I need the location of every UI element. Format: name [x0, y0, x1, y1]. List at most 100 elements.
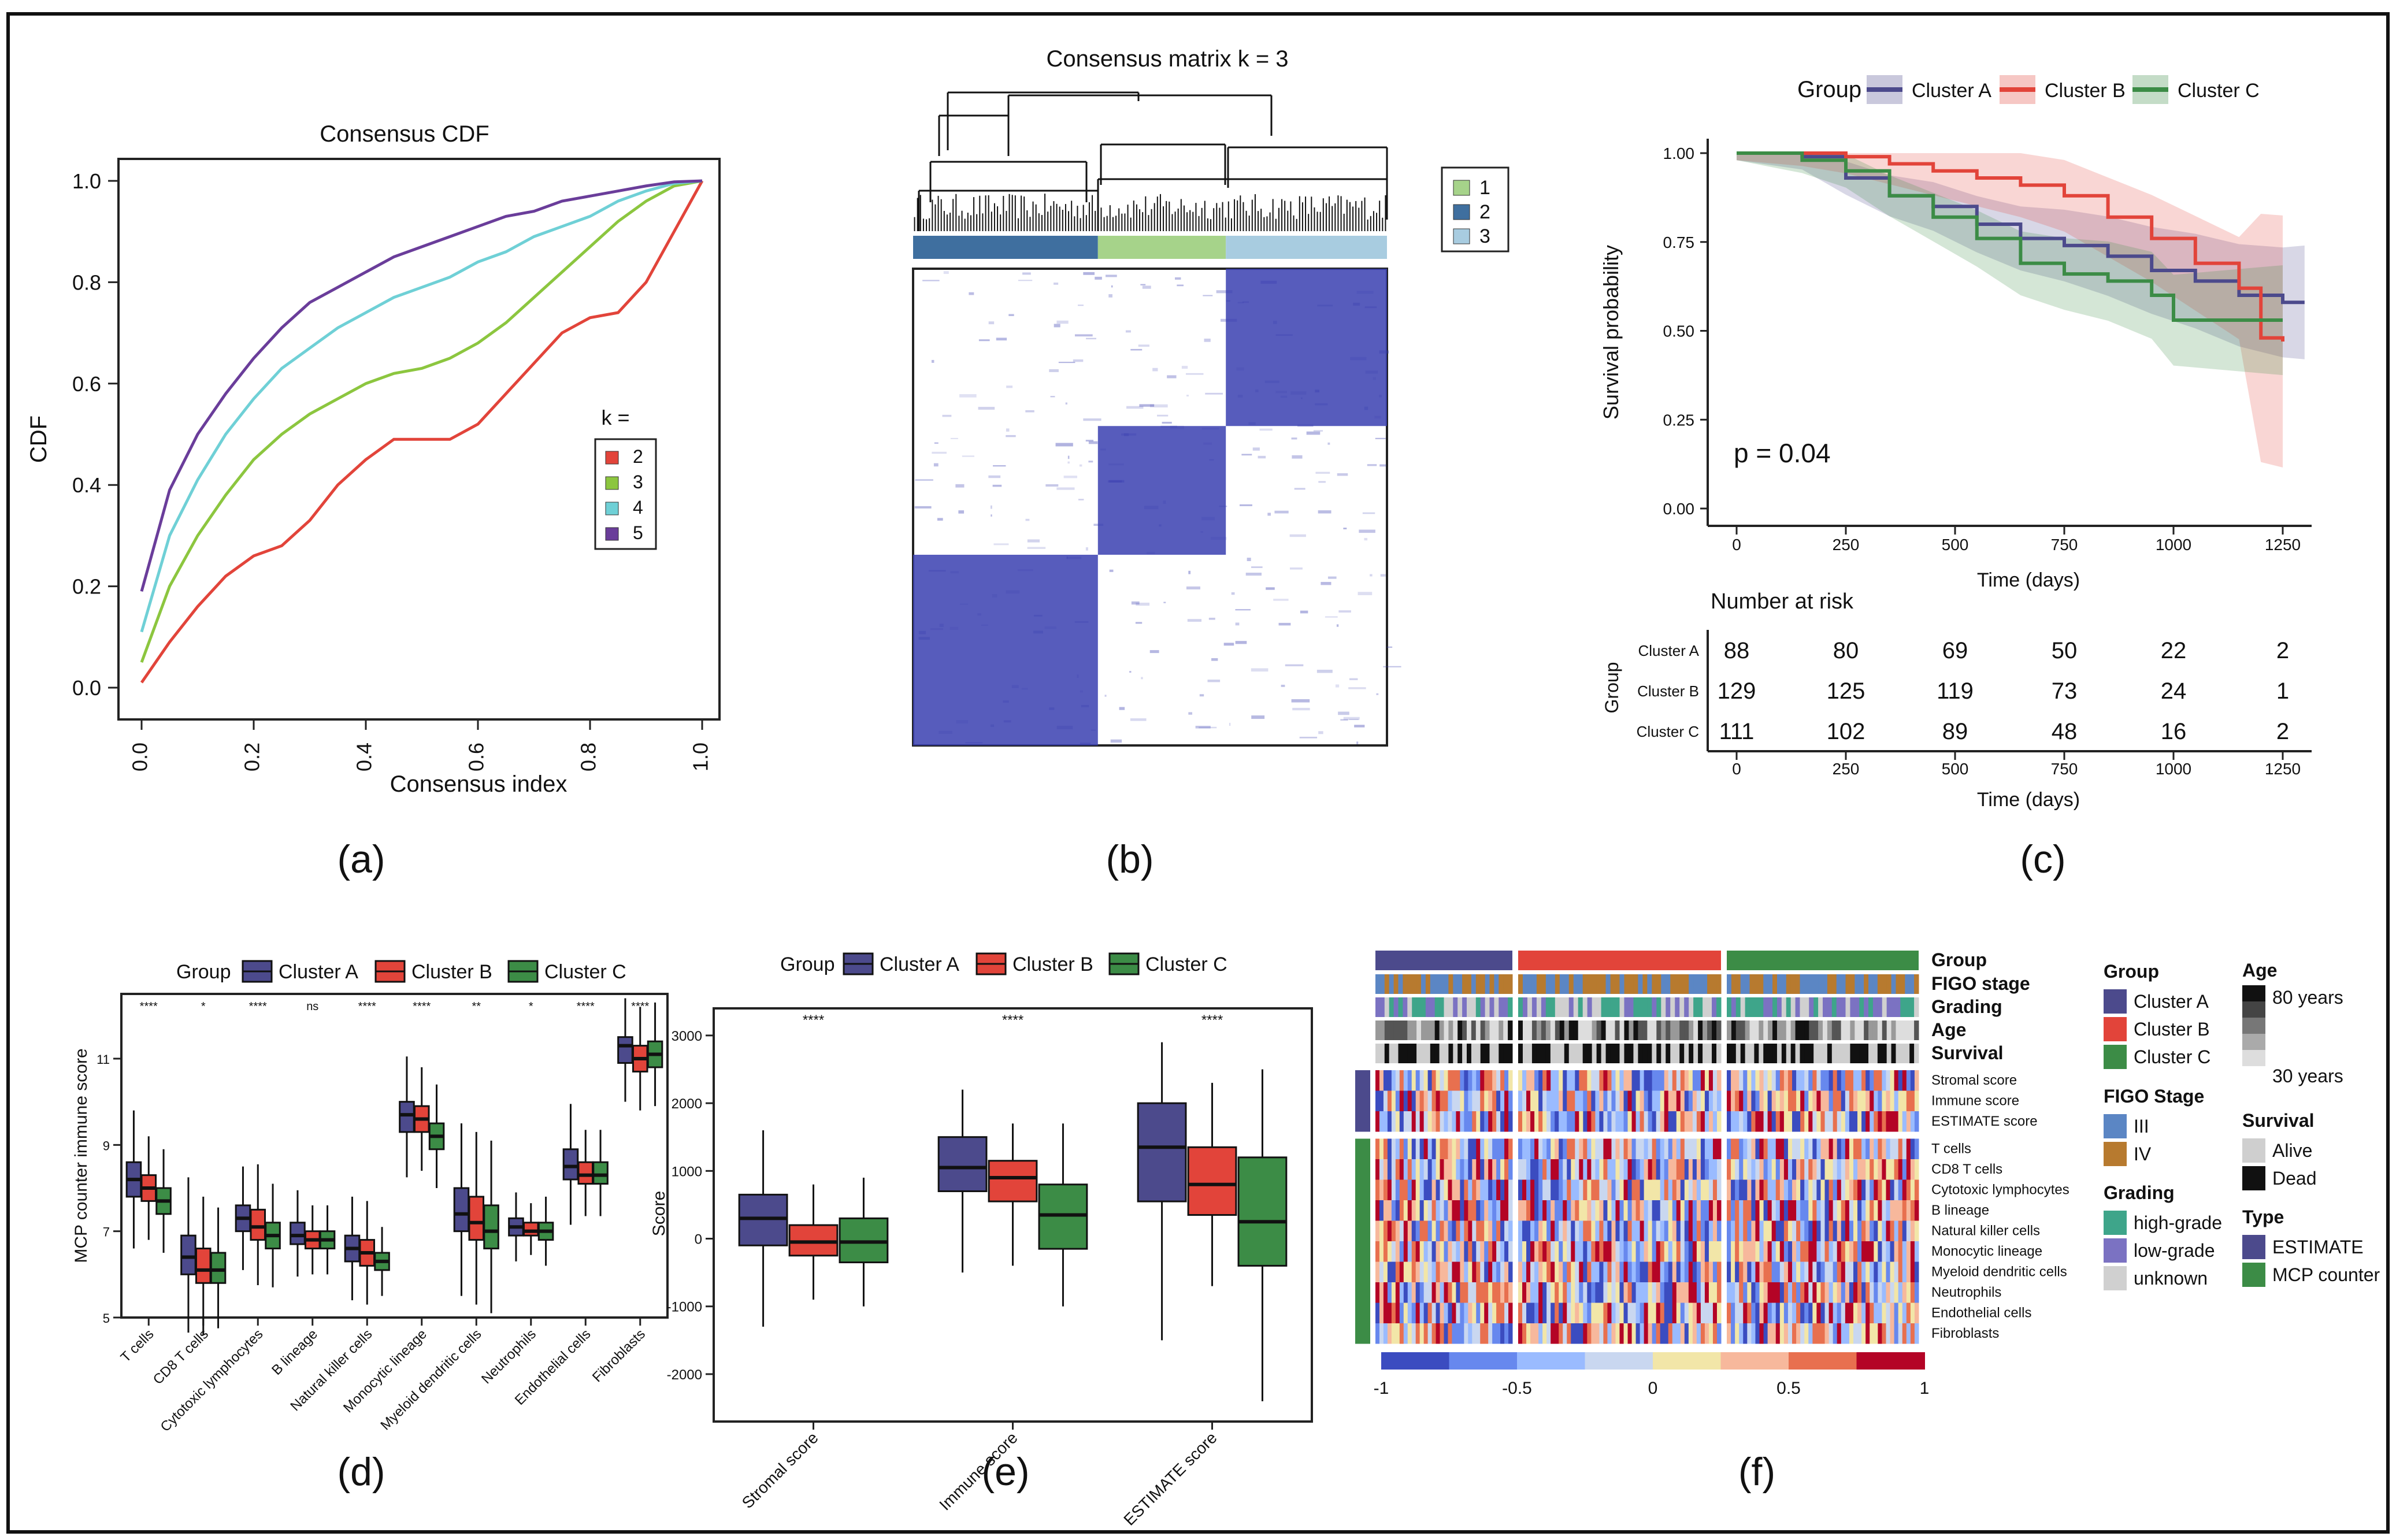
- heat-cell: [1804, 1179, 1809, 1200]
- heat-cell: [1914, 1070, 1919, 1091]
- annotation-cell: [1578, 997, 1583, 1017]
- annotation-cell: [1489, 997, 1494, 1017]
- heat-cell: [1518, 1111, 1523, 1132]
- heat-cell: [1460, 1220, 1464, 1241]
- heat-cell: [1771, 1282, 1776, 1303]
- heat-cell: [1546, 1241, 1551, 1262]
- heat-cell: [1656, 1200, 1661, 1221]
- annotation-cell: [1375, 1044, 1381, 1063]
- annotation-cell: [1795, 1044, 1800, 1063]
- heat-cell: [1555, 1261, 1559, 1282]
- heat-cell: [1615, 1200, 1620, 1221]
- heat-cell: [1484, 1241, 1489, 1262]
- heat-cell: [1779, 1200, 1785, 1221]
- heat-cell: [1431, 1138, 1437, 1159]
- matrix-noise: [1021, 688, 1028, 690]
- heat-cell: [1391, 1070, 1396, 1091]
- x-tick-label: 0.4: [353, 743, 376, 771]
- heat-cell: [1828, 1179, 1834, 1200]
- heat-cell: [1379, 1179, 1384, 1200]
- matrix-noise: [1093, 524, 1104, 526]
- legend-label-3: 3: [1479, 225, 1490, 247]
- heat-cell: [1861, 1200, 1866, 1221]
- heat-cell: [1870, 1159, 1874, 1180]
- heat-cell: [1631, 1323, 1637, 1344]
- heat-cell: [1816, 1111, 1821, 1132]
- heat-cell: [1583, 1241, 1588, 1262]
- heat-cell: [1542, 1138, 1547, 1159]
- heat-cell: [1496, 1302, 1501, 1323]
- heat-cell: [1775, 1282, 1781, 1303]
- heat-cell: [1824, 1200, 1830, 1221]
- heat-cell: [1910, 1241, 1915, 1262]
- heat-cell: [1648, 1261, 1653, 1282]
- heat-cell: [1898, 1179, 1903, 1200]
- matrix-noise: [1163, 602, 1166, 603]
- heat-cell: [1480, 1179, 1485, 1200]
- heat-cell: [1680, 1138, 1685, 1159]
- heat-cell: [1530, 1200, 1535, 1221]
- p-value: p = 0.04: [1734, 438, 1831, 468]
- heat-cell: [1538, 1261, 1543, 1282]
- annotation-cell: [1850, 1044, 1855, 1063]
- heat-cell: [1727, 1323, 1731, 1344]
- heat-cell: [1865, 1090, 1870, 1111]
- matrix-noise: [1259, 428, 1273, 431]
- heat-cell: [1587, 1323, 1592, 1344]
- legend-swatch-ESTIMATE: [2242, 1235, 2265, 1259]
- heat-cell: [1680, 1111, 1685, 1132]
- annotation-cell: [1407, 974, 1412, 994]
- heat-cell: [1708, 1111, 1713, 1132]
- heat-cell: [1853, 1241, 1858, 1262]
- annotation-cell: [1731, 974, 1737, 994]
- heat-cell: [1619, 1261, 1624, 1282]
- heat-cell: [1849, 1261, 1854, 1282]
- heat-cell: [1423, 1159, 1429, 1180]
- heat-cell: [1898, 1261, 1903, 1282]
- matrix-noise: [1104, 695, 1107, 697]
- heat-cell: [1833, 1159, 1838, 1180]
- annotation-cell: [1693, 997, 1698, 1017]
- box-Cluster A: [562, 1148, 579, 1181]
- legend-swatch-k5: [605, 527, 619, 541]
- heat-cell: [1652, 1302, 1657, 1323]
- heat-cell: [1816, 1220, 1821, 1241]
- heat-cell: [1496, 1159, 1501, 1180]
- annotation-cell: [1896, 1021, 1901, 1040]
- legend-swatch-III: [2104, 1114, 2127, 1138]
- heat-cell: [1567, 1261, 1571, 1282]
- heat-cell: [1448, 1302, 1452, 1323]
- annotation-cell: [1877, 1021, 1883, 1040]
- heat-cell: [1648, 1323, 1653, 1344]
- heat-cell: [1415, 1090, 1420, 1111]
- heat-cell: [1874, 1070, 1878, 1091]
- heat-cell: [1692, 1159, 1697, 1180]
- heat-cell: [1551, 1302, 1555, 1323]
- heat-cell: [1627, 1200, 1633, 1221]
- heat-cell: [1504, 1302, 1509, 1323]
- annotation-cell: [1407, 1021, 1412, 1040]
- heat-cell: [1751, 1111, 1756, 1132]
- heat-cell: [1779, 1159, 1785, 1180]
- heat-cell: [1828, 1282, 1834, 1303]
- matrix-noise: [992, 594, 997, 598]
- heat-cell: [1571, 1090, 1575, 1111]
- heat-cell: [1635, 1200, 1641, 1221]
- heat-cell: [1857, 1241, 1862, 1262]
- heat-cell: [1792, 1111, 1797, 1132]
- heat-cell: [1607, 1159, 1612, 1180]
- y-tick-label: 0.6: [72, 372, 101, 396]
- annotation-cell: [1868, 997, 1874, 1017]
- heat-cell: [1415, 1159, 1420, 1180]
- heat-cell: [1906, 1090, 1911, 1111]
- heat-cell: [1688, 1241, 1693, 1262]
- matrix-noise: [1226, 300, 1230, 302]
- heat-cell: [1716, 1261, 1722, 1282]
- risk-x-tick-label: 0: [1732, 760, 1741, 778]
- heat-cell: [1914, 1323, 1919, 1344]
- heat-cell: [1559, 1323, 1563, 1344]
- heat-cell: [1704, 1220, 1709, 1241]
- annotation-cell: [1836, 1021, 1842, 1040]
- matrix-noise: [1111, 285, 1113, 288]
- heat-cell: [1468, 1138, 1473, 1159]
